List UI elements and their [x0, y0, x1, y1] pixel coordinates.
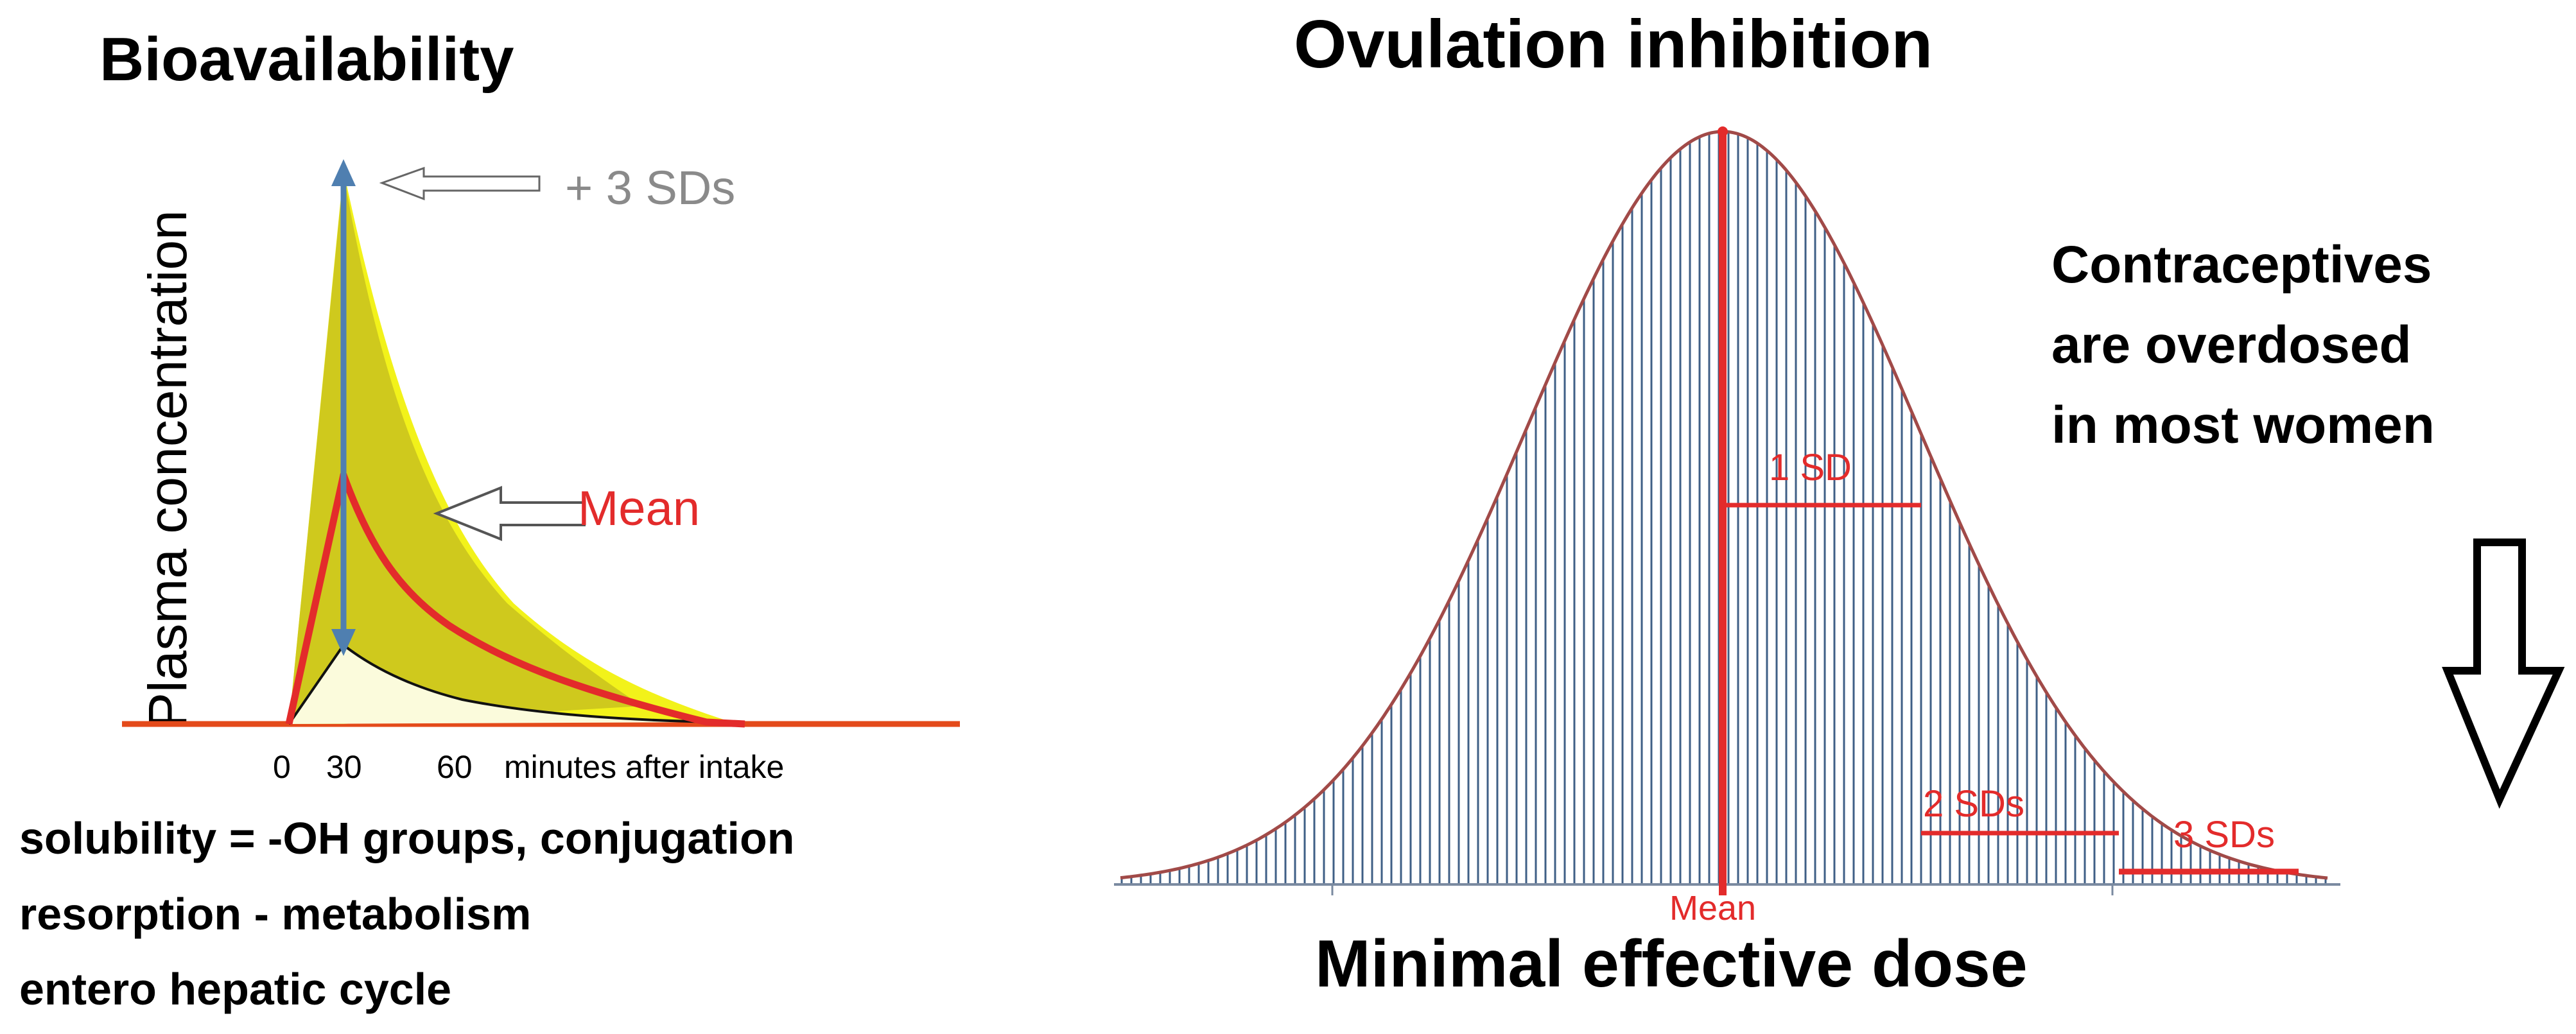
upper-sd-annotation: + 3 SDs	[565, 161, 735, 214]
ovulation-inhibition-panel: Ovulation inhibition 1 SD 2 SDs 3 SDs Me…	[1114, 6, 2565, 1001]
mean-dose-peak-marker	[1718, 126, 1728, 137]
conclusion-line-2: are overdosed	[2051, 316, 2412, 374]
bioavailability-panel: Bioavailability Plasma concentration + 3…	[19, 25, 960, 1014]
plasma-concentration-axis-label: Plasma concentration	[137, 210, 198, 728]
x-tick-60: 60	[437, 749, 473, 785]
down-arrow-icon	[2442, 539, 2565, 809]
lower-sd-region	[289, 645, 719, 724]
ovulation-inhibition-title: Ovulation inhibition	[1294, 6, 1933, 82]
time-axis-label: minutes after intake	[504, 749, 784, 785]
note-solubility: solubility = -OH groups, conjugation	[19, 813, 795, 863]
lower-curve	[288, 643, 720, 725]
mean-pointer-arrow	[433, 486, 586, 541]
upper-sd-pointer-arrow	[379, 166, 541, 201]
mean-concentration-curve	[285, 471, 745, 728]
x-tick-0: 0	[273, 749, 291, 785]
inner-sd-band	[289, 173, 642, 724]
one-sd-label: 1 SD	[1769, 447, 1852, 488]
three-sds-label: 3 SDs	[2173, 814, 2275, 856]
conclusion-line-1: Contraceptives	[2051, 236, 2432, 294]
note-enterohepatic: entero hepatic cycle	[19, 964, 451, 1014]
mean-annotation: Mean	[578, 481, 700, 536]
x-tick-30: 30	[326, 749, 362, 785]
mean-dose-label: Mean	[1669, 889, 1756, 927]
conclusion-line-3: in most women	[2051, 396, 2435, 454]
note-resorption: resorption - metabolism	[19, 889, 531, 939]
bioavailability-title: Bioavailability	[100, 25, 514, 94]
two-sds-label: 2 SDs	[1923, 783, 2024, 825]
sd-range-arrow	[331, 159, 356, 656]
dose-axis-label: Minimal effective dose	[1315, 927, 2028, 1001]
